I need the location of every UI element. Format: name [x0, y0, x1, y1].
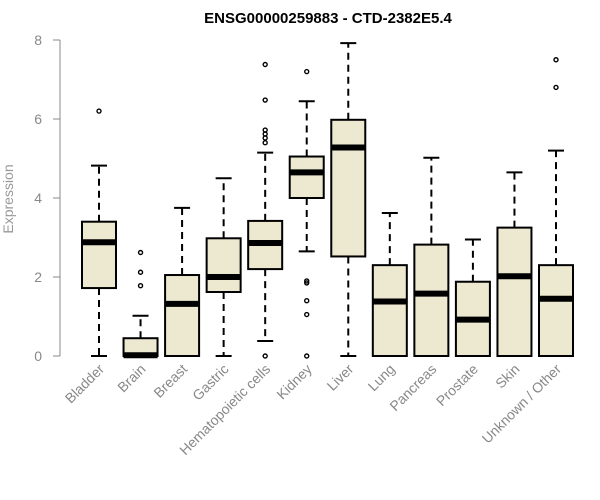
- box-iqr: [205, 237, 242, 294]
- box-iqr: [330, 118, 367, 258]
- outlier-point: [137, 249, 144, 256]
- box-iqr: [371, 264, 408, 357]
- x-tick-label: Breast: [150, 361, 190, 401]
- x-tick-label: Prostate: [433, 361, 481, 409]
- x-tick-label: Bladder: [62, 361, 108, 407]
- outlier-point: [304, 298, 310, 304]
- outlier-point: [262, 97, 268, 103]
- chart-title: ENSG00000259883 - CTD-2382E5.4: [204, 10, 452, 27]
- y-axis: 0 2 4 6 8: [34, 32, 61, 364]
- outlier-point: [262, 139, 268, 146]
- box-brain: [122, 249, 159, 359]
- outlier-point: [262, 61, 268, 68]
- outlier-point: [137, 282, 144, 289]
- y-axis-label: Expression: [0, 164, 16, 233]
- box-group: [81, 42, 574, 359]
- box-liver: [330, 42, 367, 357]
- outlier-point: [304, 278, 310, 284]
- box-kidney: [288, 68, 325, 359]
- y-tick-label: 2: [34, 269, 42, 285]
- box-bladder: [81, 108, 117, 357]
- x-tick-label: Kidney: [273, 361, 315, 403]
- outlier-point: [304, 311, 310, 318]
- x-tick-label: Brain: [114, 361, 148, 395]
- box-prostate: [454, 238, 491, 357]
- box-skin: [496, 171, 533, 357]
- x-tick-label: Liver: [324, 361, 357, 394]
- x-tick-label: Skin: [492, 361, 523, 392]
- box-iqr: [164, 274, 201, 357]
- outlier-point: [304, 280, 310, 286]
- outlier-point: [553, 84, 559, 91]
- x-tick-label: Unknown / Other: [479, 361, 565, 447]
- outlier-point: [553, 57, 559, 63]
- y-tick-label: 8: [34, 32, 42, 48]
- y-tick-label: 6: [34, 111, 42, 127]
- box-iqr: [81, 220, 117, 290]
- box-iqr: [288, 155, 325, 199]
- box-iqr: [413, 243, 450, 357]
- box-pancreas: [413, 156, 450, 357]
- box-gastric: [205, 177, 242, 357]
- box-iqr: [496, 226, 533, 357]
- outlier-point: [304, 353, 310, 359]
- y-tick-label: 4: [34, 190, 42, 206]
- outlier-point: [304, 68, 310, 75]
- outlier-point: [262, 353, 268, 359]
- box-iqr: [538, 264, 574, 357]
- box-breast: [164, 206, 201, 357]
- box-lung: [371, 212, 408, 357]
- box-hematopoietic-cells: [247, 61, 284, 359]
- box-unknown-other: [538, 57, 574, 357]
- x-tick-label: Lung: [365, 361, 398, 394]
- outlier-point: [137, 269, 144, 275]
- outlier-point: [262, 127, 268, 133]
- y-tick-label: 0: [34, 348, 42, 364]
- outlier-point: [96, 108, 102, 114]
